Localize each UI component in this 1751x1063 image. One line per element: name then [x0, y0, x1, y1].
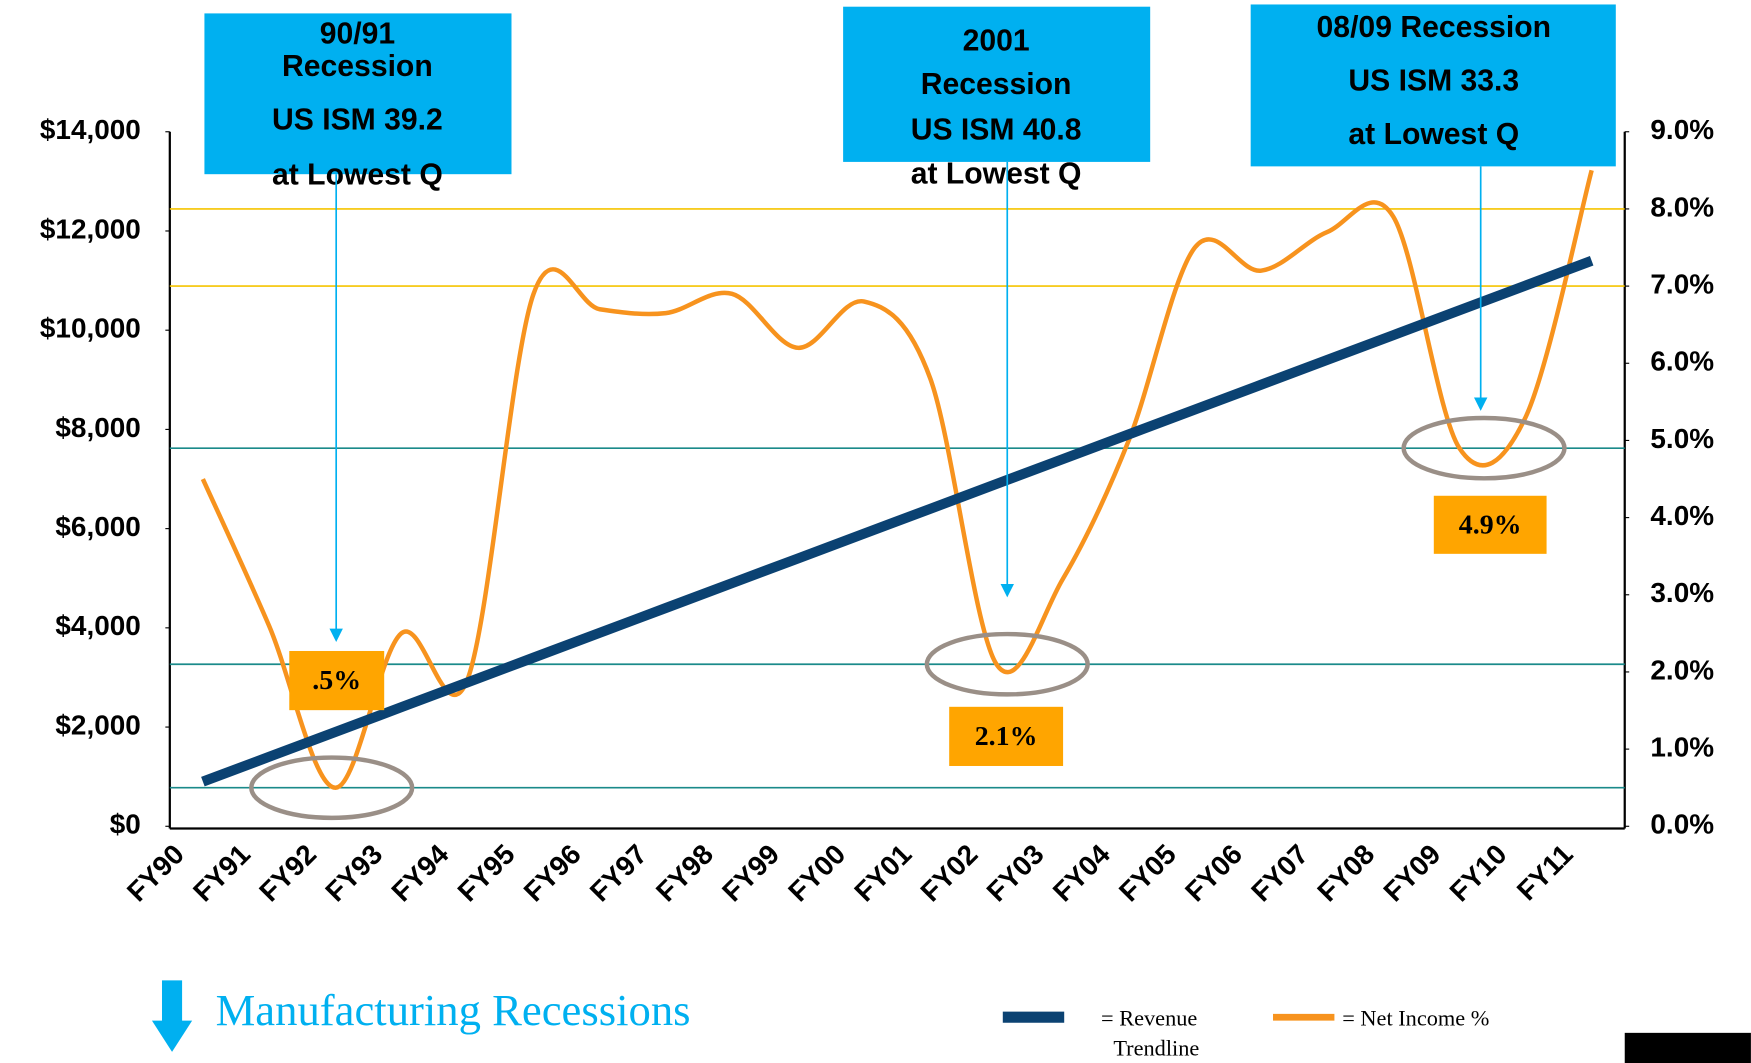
legend-line: Trendline: [1113, 1036, 1199, 1061]
y2-tick-label: 4.0%: [1650, 500, 1714, 531]
x-tick-label: FY96: [518, 838, 587, 907]
y-tick-label: $2,000: [55, 709, 140, 740]
x-tick-label: FY02: [915, 838, 984, 907]
logo-fragment: [1624, 1032, 1751, 1063]
low-point-ring: [249, 755, 415, 821]
y-tick-label: $12,000: [40, 213, 141, 244]
y-tick-label: $14,000: [40, 114, 141, 145]
y2-tick-label: 6.0%: [1650, 346, 1714, 377]
annotation-text: US ISM 40.8: [911, 114, 1082, 147]
note-arrow-head: [151, 1020, 193, 1052]
x-tick-label: FY97: [584, 838, 653, 907]
annotation-text: Recession: [921, 68, 1072, 101]
x-tick-label: FY08: [1311, 838, 1380, 907]
series-line: [201, 256, 1594, 787]
legend-label: = Net Income %: [1342, 1006, 1489, 1031]
value-label: 2.1%: [975, 721, 1038, 752]
x-tick-label: FY06: [1179, 838, 1248, 907]
annotation-text: Recession: [282, 50, 433, 83]
annotation-text: 2001: [963, 24, 1030, 57]
x-tick-label: FY91: [187, 838, 256, 907]
annotation-text: at Lowest Q: [911, 157, 1082, 190]
note-arrow-shaft: [161, 980, 183, 1026]
value-label: .5%: [312, 665, 361, 696]
arrow-head: [1473, 397, 1488, 411]
y2-tick-label: 9.0%: [1650, 114, 1714, 145]
y-tick-label: $0: [110, 809, 141, 840]
annotation-box: [204, 13, 512, 175]
x-tick-label: FY94: [385, 838, 454, 907]
y2-tick-label: 7.0%: [1650, 268, 1714, 299]
y2-tick-label: 0.0%: [1650, 809, 1714, 840]
arrow-head: [1000, 583, 1014, 598]
y2-tick-label: 8.0%: [1650, 191, 1714, 222]
x-tick-label: FY09: [1377, 838, 1446, 907]
x-tick-label: FY95: [452, 838, 521, 907]
annotation-box: [1250, 4, 1616, 167]
annotation-text: 08/09 Recession: [1317, 11, 1551, 44]
annotation-text: at Lowest Q: [1348, 118, 1519, 151]
x-tick-label: FY99: [716, 838, 785, 907]
x-tick-label: FY93: [319, 838, 388, 907]
annotation-text: 90/91: [320, 18, 395, 51]
annotation-text: at Lowest Q: [272, 158, 443, 191]
y-tick-label: $8,000: [55, 412, 140, 443]
y-tick-label: $10,000: [40, 313, 141, 344]
series-line: [200, 169, 1594, 790]
x-tick-label: FY04: [1047, 838, 1116, 907]
value-label-box: [289, 650, 385, 711]
y2-tick-label: 2.0%: [1650, 654, 1714, 685]
legend-label: = Revenue Trendline: [1101, 1006, 1199, 1061]
low-point-ring: [924, 631, 1090, 697]
annotation-text: US ISM 39.2: [272, 104, 443, 137]
y2-tick-label: 3.0%: [1650, 577, 1714, 608]
y-tick-label: $4,000: [55, 610, 140, 641]
x-tick-label: FY05: [1113, 838, 1182, 907]
annotation-box: [843, 6, 1151, 162]
x-tick-label: FY00: [782, 838, 851, 907]
value-label-box: [949, 706, 1064, 766]
x-tick-label: FY03: [981, 838, 1050, 907]
low-point-ring: [1401, 415, 1567, 481]
recession-note: Manufacturing Recessions: [216, 985, 691, 1035]
y2-tick-label: 1.0%: [1650, 731, 1714, 762]
value-label: 4.9%: [1459, 509, 1522, 540]
arrow-head: [329, 628, 343, 643]
x-tick-label: FY11: [1511, 838, 1579, 906]
value-label-box: [1433, 495, 1547, 554]
legend-line: = Revenue: [1101, 1006, 1197, 1031]
x-tick-label: FY10: [1444, 838, 1513, 907]
x-tick-label: FY07: [1245, 838, 1314, 907]
x-tick-label: FY90: [121, 838, 190, 907]
annotation-text: US ISM 33.3: [1348, 65, 1519, 98]
x-tick-label: FY98: [650, 838, 719, 907]
y2-tick-label: 5.0%: [1650, 423, 1714, 454]
y-tick-label: $6,000: [55, 511, 140, 542]
x-tick-label: FY92: [253, 838, 322, 907]
x-tick-label: FY01: [848, 838, 917, 907]
